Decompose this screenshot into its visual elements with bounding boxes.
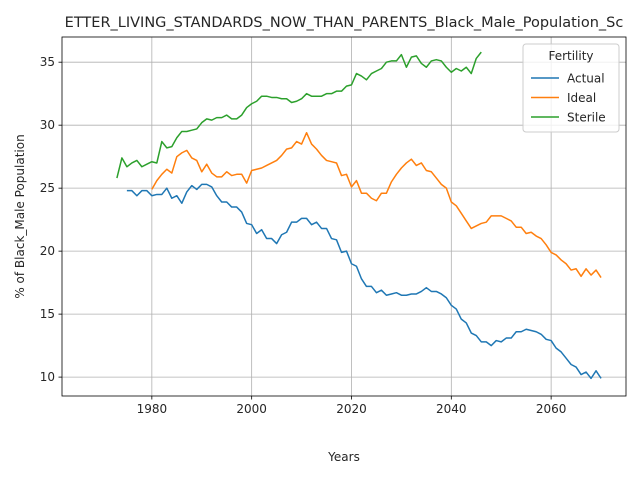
legend-label-ideal: Ideal bbox=[567, 91, 596, 105]
x-axis-label: Years bbox=[327, 450, 360, 464]
y-tick-label: 25 bbox=[40, 181, 55, 195]
y-tick-label: 30 bbox=[40, 118, 55, 132]
y-tick-label: 35 bbox=[40, 55, 55, 69]
series-line-sterile bbox=[116, 51, 482, 179]
legend: Fertility Actual Ideal Sterile bbox=[522, 43, 620, 133]
x-tick-label: 2040 bbox=[436, 402, 467, 416]
legend-title: Fertility bbox=[548, 49, 593, 63]
legend-label-actual: Actual bbox=[567, 72, 605, 86]
x-tick-label: 2060 bbox=[536, 402, 567, 416]
legend-entries: Actual Ideal Sterile bbox=[531, 72, 606, 125]
series-line-actual bbox=[126, 183, 602, 380]
series-line-ideal bbox=[151, 131, 602, 279]
chart-title: ETTER_LIVING_STANDARDS_NOW_THAN_PARENTS_… bbox=[65, 15, 624, 31]
series-lines bbox=[116, 51, 602, 380]
x-tick-label: 2000 bbox=[236, 402, 267, 416]
axis-ticks: 1980 2000 2020 2040 2060 10 15 20 25 30 35 bbox=[40, 55, 567, 416]
x-tick-label: 1980 bbox=[137, 402, 168, 416]
legend-label-sterile: Sterile bbox=[567, 111, 606, 125]
y-axis-label: % of Black_Male Population bbox=[13, 134, 27, 298]
y-tick-label: 20 bbox=[40, 244, 55, 258]
y-tick-label: 15 bbox=[40, 307, 55, 321]
legend-box bbox=[522, 43, 620, 133]
plot-frame bbox=[61, 36, 627, 397]
x-tick-label: 2020 bbox=[336, 402, 367, 416]
y-tick-label: 10 bbox=[40, 370, 55, 384]
